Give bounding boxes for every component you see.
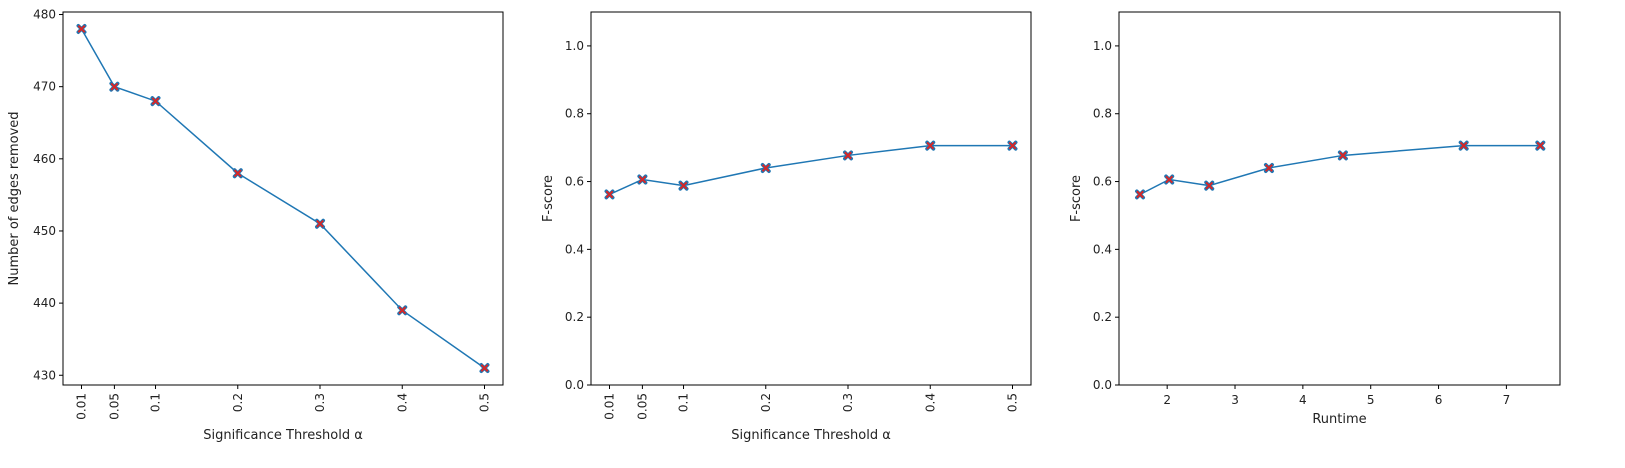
data-point-marker xyxy=(109,81,120,92)
y-tick-label: 0.4 xyxy=(565,242,584,256)
data-point-marker xyxy=(315,218,326,229)
x-tick-label: 0.01 xyxy=(603,393,617,420)
x-tick-label: 0.5 xyxy=(477,393,491,412)
y-tick-label: 430 xyxy=(33,368,56,382)
y-tick-label: 440 xyxy=(33,296,56,310)
y-tick-label: 460 xyxy=(33,152,56,166)
x-tick-label: 6 xyxy=(1435,393,1443,407)
data-point-marker xyxy=(1164,174,1175,185)
data-point-marker xyxy=(760,162,771,173)
data-point-marker xyxy=(397,305,408,316)
x-axis-label: Runtime xyxy=(1312,412,1366,427)
x-tick-label: 0.05 xyxy=(635,393,649,420)
data-point-marker xyxy=(232,168,243,179)
y-tick-label: 0.2 xyxy=(565,310,584,324)
x-tick-label: 0.5 xyxy=(1005,393,1019,412)
data-point-marker xyxy=(1007,140,1018,151)
y-tick-label: 0.8 xyxy=(565,107,584,121)
series-line xyxy=(609,144,1013,196)
data-point-marker xyxy=(76,23,87,34)
y-tick-label: 450 xyxy=(33,224,56,238)
data-point-marker xyxy=(1337,150,1348,161)
data-point-marker xyxy=(1535,140,1546,151)
y-tick-label: 0.0 xyxy=(1093,378,1112,392)
y-tick-label: 0.4 xyxy=(1093,242,1112,256)
x-axis-label: Significance Threshold α xyxy=(203,428,363,443)
edges-removed-chart: 430 440 450 460 470 480 0.01 0.05 0.1 0.2 0.3 0.4 0.… xyxy=(7,8,504,443)
fscore-vs-runtime-chart: 0.0 0.2 0.4 0.6 0.8 1.0 2 3 4 5 6 7 Runtime F-score xyxy=(1069,11,1561,427)
x-tick-label: 3 xyxy=(1231,393,1239,407)
series-line xyxy=(80,28,485,369)
y-tick-label: 1.0 xyxy=(565,39,584,53)
y-tick-label: 0.6 xyxy=(1093,175,1112,189)
data-point-marker xyxy=(1263,162,1274,173)
data-point-marker xyxy=(1204,180,1215,191)
y-tick-label: 0.8 xyxy=(1093,107,1112,121)
x-tick-label: 5 xyxy=(1367,393,1375,407)
data-point-marker xyxy=(678,180,689,191)
data-point-marker xyxy=(1458,140,1469,151)
x-tick-label: 0.1 xyxy=(677,393,691,412)
fscore-vs-threshold-chart: 0.0 0.2 0.4 0.6 0.8 1.0 0.01 0.05 0.1 0.2 0.3 0.4 0.… xyxy=(541,11,1032,443)
data-point-marker xyxy=(925,140,936,151)
data-point-marker xyxy=(150,96,161,107)
data-point-marker xyxy=(843,150,854,161)
x-tick-label: 0.4 xyxy=(395,393,409,412)
data-point-marker xyxy=(479,363,490,374)
y-axis-label: Number of edges removed xyxy=(7,111,22,285)
plot-frame xyxy=(1118,11,1561,386)
x-tick-label: 0.3 xyxy=(841,393,855,412)
x-tick-label: 0.1 xyxy=(149,393,163,412)
x-tick-label: 0.3 xyxy=(313,393,327,412)
plot-frame xyxy=(590,11,1032,386)
x-tick-label: 2 xyxy=(1163,393,1171,407)
y-tick-label: 0.6 xyxy=(565,175,584,189)
y-axis-label: F-score xyxy=(541,175,556,222)
plot-frame xyxy=(62,11,504,386)
x-tick-label: 7 xyxy=(1503,393,1511,407)
data-point-marker xyxy=(1135,189,1146,200)
y-tick-label: 470 xyxy=(33,80,56,94)
data-point-marker xyxy=(604,189,615,200)
x-tick-label: 0.4 xyxy=(923,393,937,412)
x-axis-label: Significance Threshold α xyxy=(731,428,891,443)
y-tick-label: 480 xyxy=(33,8,56,22)
x-tick-label: 0.2 xyxy=(231,393,245,412)
x-tick-label: 0.01 xyxy=(75,393,89,420)
y-axis-label: F-score xyxy=(1069,175,1084,222)
y-tick-label: 0.0 xyxy=(565,378,584,392)
data-point-marker xyxy=(637,174,648,185)
x-tick-label: 4 xyxy=(1299,393,1307,407)
y-tick-label: 0.2 xyxy=(1093,310,1112,324)
y-tick-label: 1.0 xyxy=(1093,39,1112,53)
x-tick-label: 0.05 xyxy=(107,393,121,420)
x-tick-label: 0.2 xyxy=(759,393,773,412)
